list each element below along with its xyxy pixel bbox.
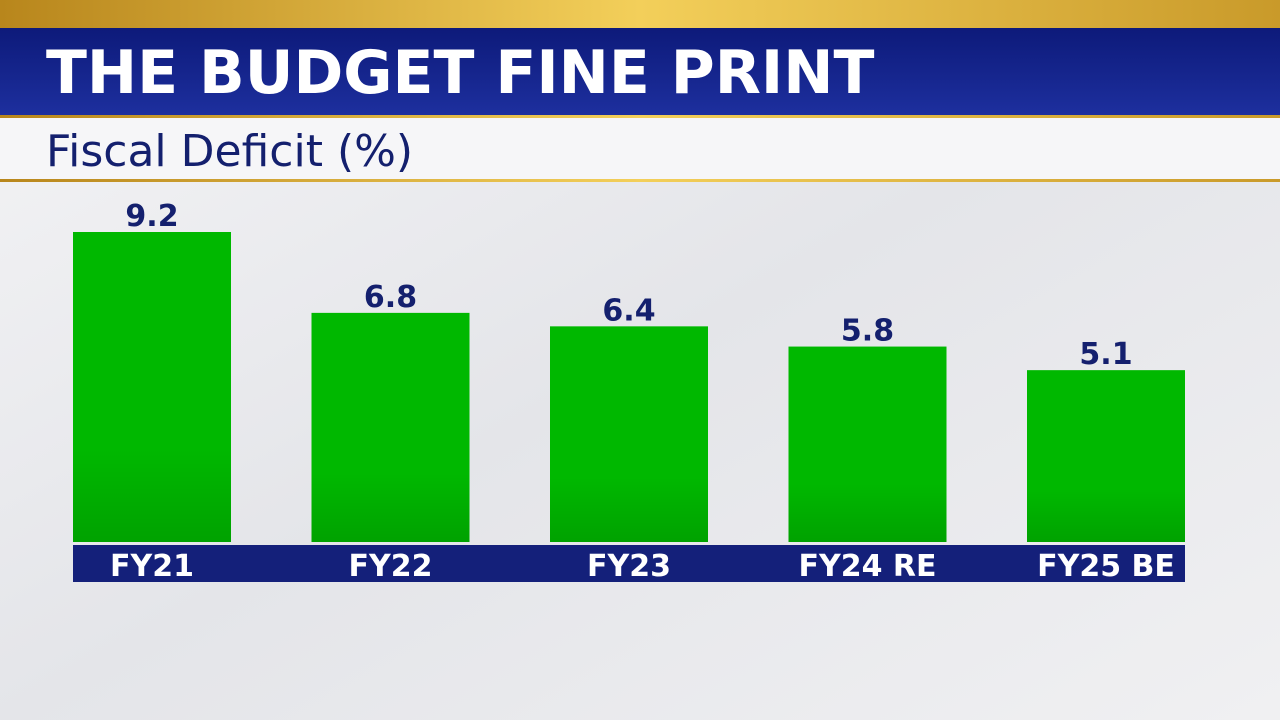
- value-label: 9.2: [125, 199, 178, 234]
- x-tick-label: FY23: [587, 549, 671, 584]
- title-band: [0, 28, 1280, 115]
- x-tick-label: FY22: [349, 549, 433, 584]
- bar-shade: [788, 346, 947, 542]
- bar-shade: [311, 312, 470, 542]
- subtitle-band: [0, 118, 1280, 180]
- value-label: 6.8: [364, 280, 417, 315]
- chart-subtitle: Fiscal Deficit (%): [46, 126, 413, 177]
- category-band: [73, 545, 1185, 582]
- x-tick-label: FY21: [110, 549, 194, 584]
- bar-shade: [1027, 370, 1185, 542]
- gold-line: [0, 179, 1280, 182]
- chart-title: THE BUDGET FINE PRINT: [46, 38, 874, 108]
- bar-shade: [73, 232, 231, 542]
- gold-strip: [0, 0, 1280, 28]
- bar-shade: [550, 326, 708, 542]
- value-label: 5.8: [841, 314, 894, 349]
- value-label: 6.4: [602, 293, 655, 328]
- x-tick-label: FY25 BE: [1037, 549, 1175, 584]
- x-tick-label: FY24 RE: [798, 549, 936, 584]
- gold-line: [0, 115, 1280, 118]
- value-label: 5.1: [1079, 337, 1132, 372]
